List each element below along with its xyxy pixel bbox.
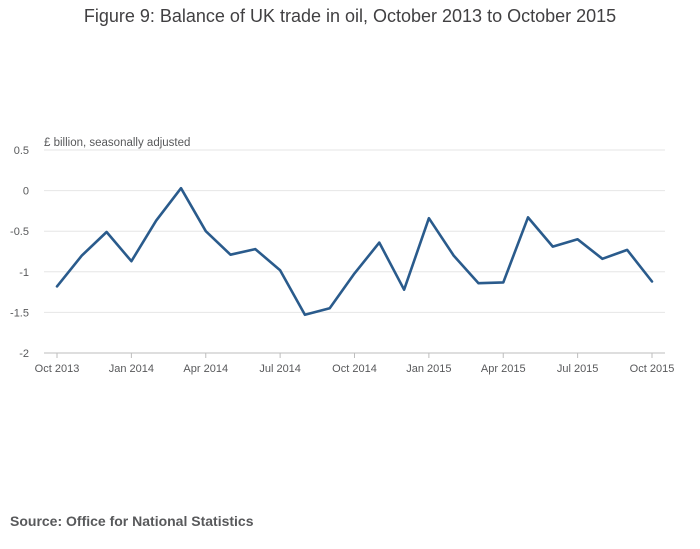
y-tick-label: 0 (23, 186, 29, 198)
chart-title: Figure 9: Balance of UK trade in oil, Oc… (83, 6, 617, 26)
data-point[interactable] (377, 241, 381, 245)
data-point[interactable] (501, 280, 505, 284)
y-tick-label: -2 (19, 348, 29, 360)
y-tick-label: -1.5 (10, 307, 29, 319)
data-point[interactable] (129, 259, 133, 263)
x-tick-label: Jan 2015 (406, 363, 451, 375)
data-point[interactable] (154, 219, 158, 223)
data-point[interactable] (452, 254, 456, 258)
data-point[interactable] (650, 280, 654, 284)
data-point[interactable] (353, 271, 357, 275)
data-point[interactable] (402, 288, 406, 292)
series-line (55, 186, 654, 317)
data-point[interactable] (55, 284, 59, 288)
x-tick-label: Jul 2015 (557, 363, 599, 375)
data-point[interactable] (625, 248, 629, 252)
data-point[interactable] (303, 313, 307, 317)
data-point[interactable] (253, 247, 257, 251)
data-point[interactable] (105, 230, 109, 234)
data-point[interactable] (476, 281, 480, 285)
data-point[interactable] (204, 229, 208, 233)
source-note: Source: Office for National Statistics (10, 513, 254, 529)
x-axis: Oct 2013 Jan 2014 Apr 2014 Jul 2014 Oct 2014… (35, 352, 675, 375)
y-tick-label: -0.5 (10, 226, 29, 238)
x-tick-label: Apr 2015 (481, 363, 526, 375)
data-point[interactable] (278, 268, 282, 272)
gridlines (44, 149, 665, 313)
x-tick-label: Oct 2013 (35, 363, 80, 375)
series-layer (55, 186, 654, 317)
data-point[interactable] (328, 306, 332, 310)
x-tick-label: Oct 2014 (332, 363, 377, 375)
data-point[interactable] (600, 257, 604, 261)
x-tick-label: Apr 2014 (183, 363, 228, 375)
y-axis-unit-label: £ billion, seasonally adjusted (44, 137, 190, 149)
data-point[interactable] (229, 253, 233, 257)
x-tick-label: Jul 2014 (259, 363, 301, 375)
data-point[interactable] (551, 245, 555, 249)
data-point[interactable] (576, 237, 580, 241)
data-point[interactable] (80, 254, 84, 258)
x-tick-label: Jan 2014 (109, 363, 154, 375)
data-point[interactable] (427, 216, 431, 220)
data-point[interactable] (179, 186, 183, 190)
y-axis-ticks: 0.5 0 -0.5 -1 -1.5 -2 (10, 145, 29, 360)
data-point[interactable] (526, 215, 530, 219)
y-tick-label: 0.5 (14, 145, 29, 157)
x-tick-label: Oct 2015 (630, 363, 675, 375)
y-tick-label: -1 (19, 267, 29, 279)
